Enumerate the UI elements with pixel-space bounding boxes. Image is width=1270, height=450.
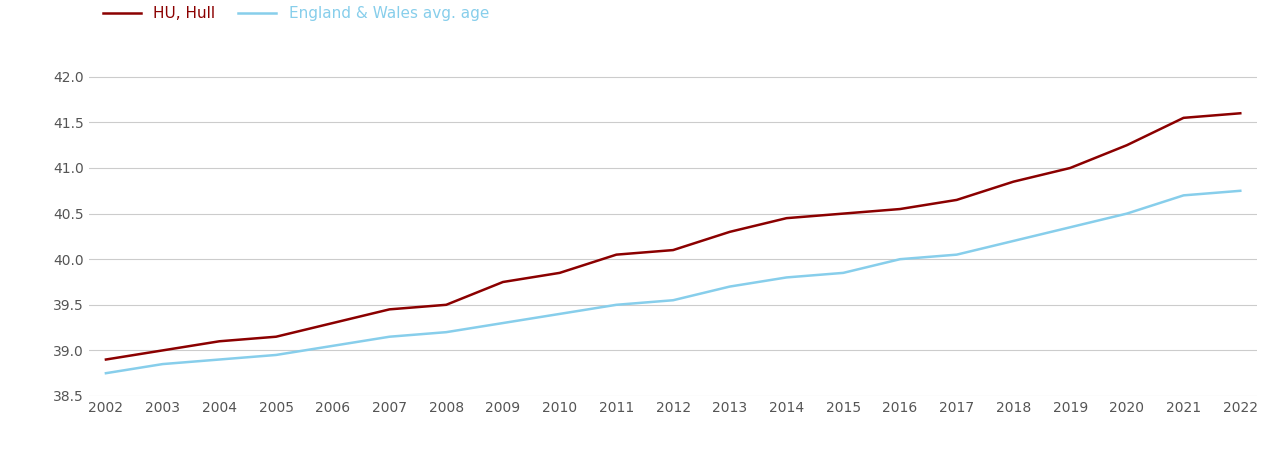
Line: England & Wales avg. age: England & Wales avg. age [105, 191, 1241, 373]
England & Wales avg. age [1119, 211, 1134, 216]
England & Wales avg. age [438, 329, 453, 335]
England & Wales avg. age [836, 270, 851, 275]
HU, Hull [98, 357, 113, 362]
England & Wales avg. age [893, 256, 908, 262]
HU, Hull [1006, 179, 1021, 184]
England & Wales avg. age [723, 284, 738, 289]
England & Wales avg. age [949, 252, 964, 257]
England & Wales avg. age [1006, 238, 1021, 243]
England & Wales avg. age [552, 311, 568, 317]
HU, Hull [949, 197, 964, 202]
HU, Hull [893, 207, 908, 212]
England & Wales avg. age [212, 357, 227, 362]
England & Wales avg. age [495, 320, 511, 326]
England & Wales avg. age [1233, 188, 1248, 194]
HU, Hull [723, 229, 738, 234]
HU, Hull [155, 348, 170, 353]
HU, Hull [779, 216, 794, 221]
HU, Hull [1063, 165, 1078, 171]
England & Wales avg. age [268, 352, 283, 358]
England & Wales avg. age [665, 297, 681, 303]
HU, Hull [1233, 111, 1248, 116]
England & Wales avg. age [1063, 225, 1078, 230]
HU, Hull [438, 302, 453, 307]
HU, Hull [382, 306, 398, 312]
HU, Hull [608, 252, 624, 257]
England & Wales avg. age [155, 361, 170, 367]
HU, Hull [1176, 115, 1191, 121]
HU, Hull [836, 211, 851, 216]
Legend: HU, Hull, England & Wales avg. age: HU, Hull, England & Wales avg. age [97, 0, 495, 27]
HU, Hull [665, 248, 681, 253]
England & Wales avg. age [98, 370, 113, 376]
England & Wales avg. age [325, 343, 340, 349]
HU, Hull [325, 320, 340, 326]
HU, Hull [212, 338, 227, 344]
HU, Hull [268, 334, 283, 339]
England & Wales avg. age [779, 275, 794, 280]
England & Wales avg. age [608, 302, 624, 307]
England & Wales avg. age [382, 334, 398, 339]
HU, Hull [552, 270, 568, 275]
HU, Hull [495, 279, 511, 285]
HU, Hull [1119, 143, 1134, 148]
Line: HU, Hull: HU, Hull [105, 113, 1241, 360]
England & Wales avg. age [1176, 193, 1191, 198]
